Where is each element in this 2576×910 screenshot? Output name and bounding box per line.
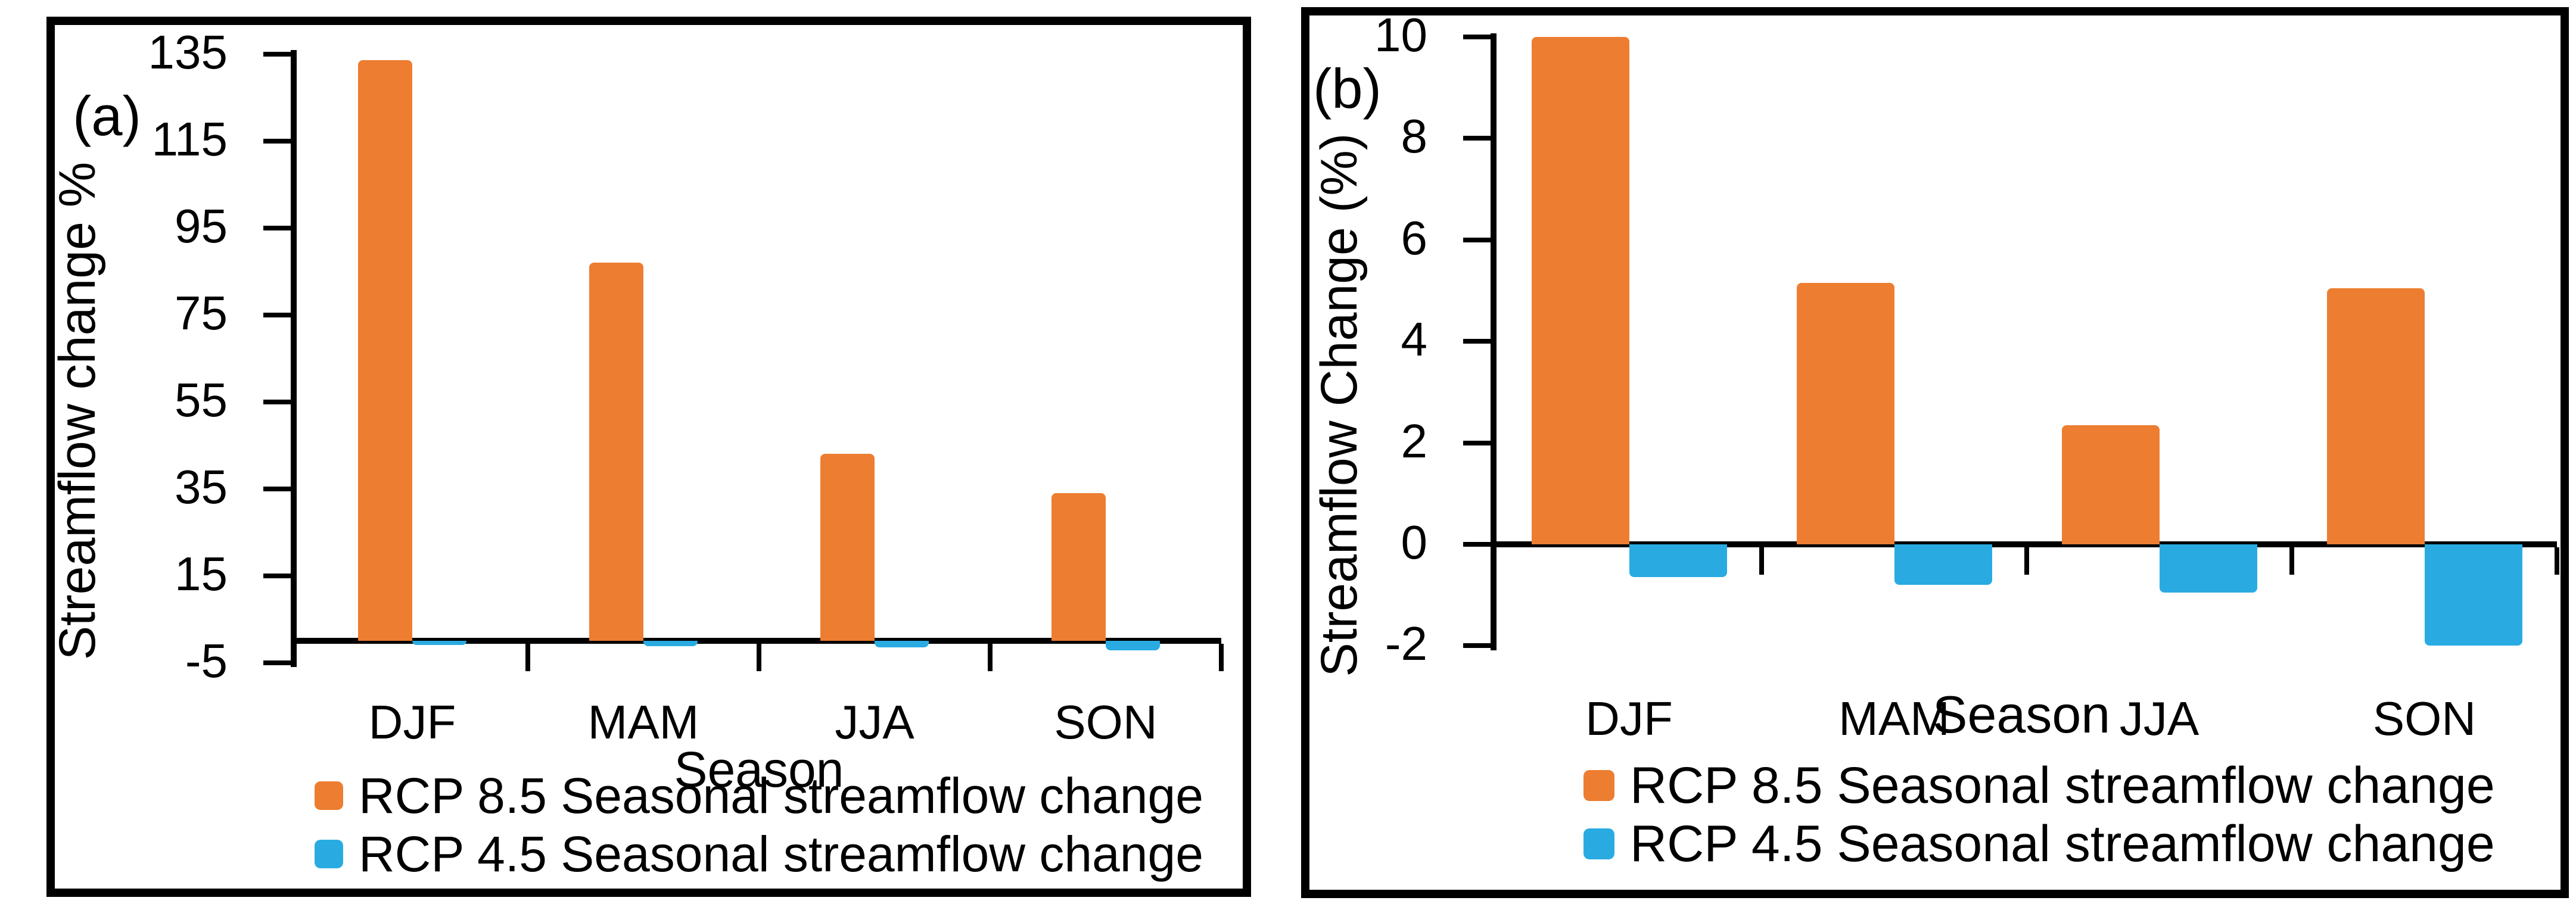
panel-a-border — [46, 17, 1251, 897]
x-tick-label-mam: MAM — [1838, 692, 1950, 745]
y-axis-tick — [1463, 136, 1491, 141]
bar-rcp45-mam — [1894, 544, 1992, 585]
y-tick-label: -2 — [1385, 617, 1427, 671]
x-tick-label-son: SON — [1054, 696, 1158, 749]
x-axis-tick — [2555, 547, 2559, 575]
rcp85-legend-label: RCP 8.5 Seasonal streamflow change — [359, 768, 1203, 824]
panel-a-legend-item-rcp45: RCP 4.5 Seasonal streamflow change — [315, 829, 1203, 879]
y-tick-label: 75 — [175, 286, 228, 339]
x-axis-line — [1491, 541, 2557, 547]
bar-rcp85-jja — [820, 454, 875, 641]
y-axis-tick — [1463, 643, 1491, 649]
y-axis-tick — [263, 486, 291, 491]
y-axis-line — [291, 50, 297, 667]
x-tick-label-djf: DJF — [368, 696, 456, 749]
y-axis-tick — [263, 399, 291, 404]
y-tick-label: 135 — [148, 25, 228, 79]
y-axis-tick — [263, 573, 291, 578]
panel-b-legend-item-rcp85: RCP 8.5 Seasonal streamflow change — [1583, 760, 2495, 811]
y-tick-label: 6 — [1401, 211, 1428, 264]
rcp45-legend-label: RCP 4.5 Seasonal streamflow change — [359, 826, 1203, 882]
y-tick-label: 8 — [1401, 110, 1428, 163]
x-tick-label-jja: JJA — [2119, 692, 2199, 745]
bar-rcp85-jja — [2061, 425, 2160, 544]
y-axis-tick — [1463, 339, 1491, 344]
y-tick-label: 4 — [1401, 312, 1428, 366]
x-axis-tick — [1759, 547, 1764, 575]
y-axis-tick — [1463, 440, 1491, 445]
x-axis-tick — [757, 644, 761, 671]
y-tick-label: 10 — [1374, 8, 1427, 61]
bar-rcp45-jja — [875, 641, 929, 647]
x-axis-line — [291, 638, 1221, 644]
bar-rcp85-son — [1051, 493, 1106, 641]
y-axis-tick — [1463, 237, 1491, 242]
rcp85-legend-label: RCP 8.5 Seasonal streamflow change — [1630, 757, 2495, 814]
x-axis-tick — [1219, 644, 1224, 671]
x-tick-label-jja: JJA — [835, 696, 914, 749]
bar-rcp85-mam — [1796, 283, 1894, 544]
bar-rcp85-djf — [1531, 37, 1629, 544]
y-tick-label: 2 — [1401, 414, 1428, 468]
panel-a-x-axis-title: Season — [674, 741, 844, 797]
x-axis-tick — [2289, 547, 2294, 575]
x-axis-tick — [988, 644, 993, 671]
y-tick-label: 115 — [151, 112, 228, 166]
rcp85-legend-swatch — [315, 781, 343, 810]
panel-a-label: (a) — [73, 85, 141, 147]
y-tick-label: 0 — [1401, 515, 1428, 569]
bar-rcp85-mam — [589, 262, 643, 641]
bar-rcp45-djf — [1629, 544, 1727, 578]
panel-b-label: (b) — [1313, 57, 1382, 120]
panel-b-x-axis-title: Season — [1932, 685, 2111, 744]
rcp45-legend-label: RCP 4.5 Seasonal streamflow change — [1630, 815, 2495, 872]
rcp45-legend-swatch — [315, 840, 343, 868]
panel-b-border — [1301, 7, 2569, 898]
bar-rcp45-djf — [412, 641, 466, 646]
y-tick-label: 95 — [175, 199, 228, 253]
y-axis-tick — [263, 51, 291, 57]
x-axis-tick — [2024, 547, 2029, 575]
y-axis-tick — [263, 225, 291, 230]
y-axis-tick — [263, 138, 291, 144]
y-tick-label: -5 — [185, 634, 228, 687]
bar-rcp85-son — [2326, 288, 2425, 544]
rcp45-legend-swatch — [1583, 828, 1614, 859]
y-tick-label: 15 — [175, 547, 228, 600]
y-axis-tick — [1463, 542, 1491, 547]
y-axis-tick — [263, 660, 291, 665]
bar-rcp45-mam — [643, 641, 698, 647]
x-tick-label-djf: DJF — [1585, 692, 1673, 745]
bar-rcp45-jja — [2159, 544, 2257, 593]
y-tick-label: 55 — [175, 373, 228, 426]
panel-b-legend-item-rcp45: RCP 4.5 Seasonal streamflow change — [1583, 818, 2495, 870]
x-tick-label-mam: MAM — [587, 696, 699, 749]
y-axis-tick — [263, 312, 291, 317]
x-axis-tick — [525, 644, 530, 671]
x-tick-label-son: SON — [2372, 692, 2477, 745]
y-tick-label: 35 — [175, 460, 228, 513]
panel-a-legend-item-rcp85: RCP 8.5 Seasonal streamflow change — [315, 771, 1203, 821]
y-axis-tick — [1463, 35, 1491, 39]
bar-rcp45-son — [1106, 641, 1160, 651]
rcp85-legend-swatch — [1583, 770, 1614, 801]
bar-rcp45-son — [2424, 544, 2522, 646]
y-axis-line — [1491, 33, 1497, 650]
bar-rcp85-djf — [358, 60, 412, 641]
